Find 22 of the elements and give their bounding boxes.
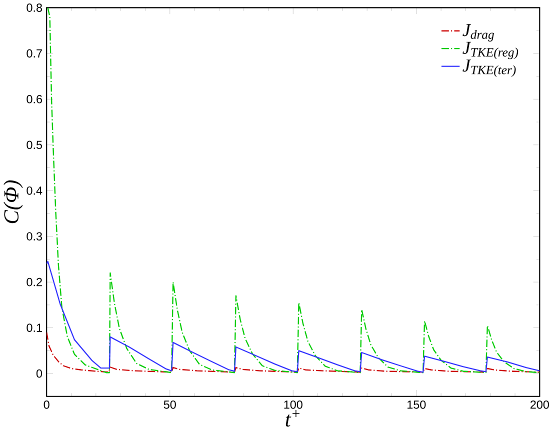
y-tick-label: 0.6 (26, 94, 42, 104)
y-tick-label: 0.5 (26, 140, 42, 149)
x-tick-label: 0 (44, 400, 50, 409)
y-tick-label: 0.1 (26, 324, 42, 332)
x-tick-label: 150 (408, 400, 426, 409)
line-series (47, 8, 540, 374)
y-tick-label: 0.7 (26, 49, 42, 58)
y-axis-title: C(Φ) (4, 180, 23, 224)
y-tick-label: 0 (36, 369, 42, 378)
x-tick-label: 50 (164, 400, 176, 409)
x-tick-label: 200 (530, 400, 549, 409)
y-tick-label: 0.8 (26, 3, 42, 12)
legend-label: J$_{TKE(reg)}$ (462, 42, 518, 60)
y-tick-label: 0.4 (26, 186, 42, 195)
legend-label: J$_{TKE(ter)}$ (462, 59, 516, 77)
line-series (46, 332, 540, 373)
y-tick-label: 0.2 (26, 278, 42, 286)
x-axis-title: t$^{+}$ (286, 410, 300, 427)
x-tick-label: 100 (284, 400, 302, 409)
y-tick-label: 0.3 (26, 232, 42, 240)
line-series (46, 260, 540, 373)
legend-label: J$_{drag}$ (462, 24, 494, 42)
